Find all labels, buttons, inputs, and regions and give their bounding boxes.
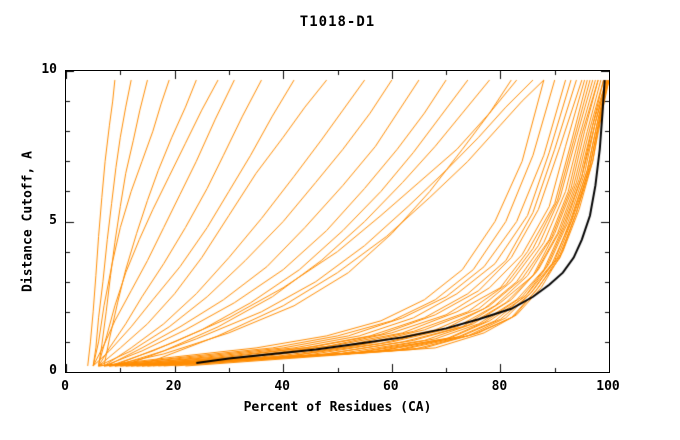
x-tick-label: 80 — [491, 379, 508, 394]
x-tick-label: 100 — [596, 379, 620, 394]
plot-area — [65, 70, 610, 373]
x-tick-label: 20 — [165, 379, 182, 394]
x-tick-label: 0 — [61, 379, 69, 394]
chart-title: T1018-D1 — [299, 14, 376, 30]
y-tick-label: 10 — [41, 62, 57, 77]
x-tick-label: 60 — [382, 379, 399, 394]
y-tick-label: 5 — [49, 212, 57, 228]
x-tick-label: 40 — [274, 379, 291, 394]
x-axis-label: Percent of Residues (CA) — [243, 400, 432, 415]
plot-canvas — [66, 71, 609, 372]
y-tick-label: 0 — [49, 363, 57, 378]
